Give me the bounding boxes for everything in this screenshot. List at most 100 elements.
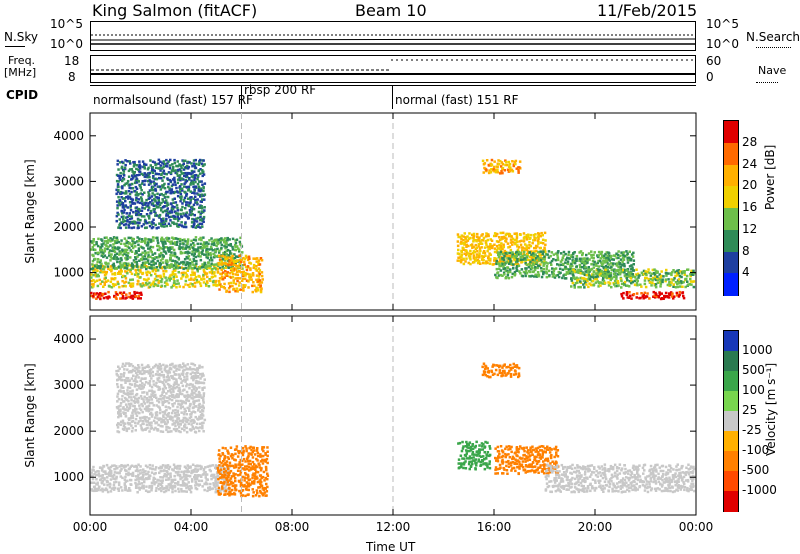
data-cell <box>125 293 128 296</box>
data-cell <box>157 248 161 252</box>
data-cell <box>162 390 165 394</box>
data-cell <box>225 463 228 467</box>
data-cell <box>501 163 505 166</box>
data-cell <box>194 236 198 239</box>
data-cell <box>92 264 95 267</box>
data-cell <box>673 277 676 280</box>
data-cell <box>628 272 631 275</box>
data-cell <box>464 260 467 263</box>
data-cell <box>101 481 104 485</box>
data-cell <box>200 251 204 254</box>
data-cell <box>227 282 231 285</box>
data-cell <box>101 490 105 493</box>
data-cell <box>160 220 163 223</box>
data-cell <box>221 446 225 450</box>
data-cell <box>159 251 163 255</box>
data-cell <box>203 182 207 185</box>
data-cell <box>127 407 130 411</box>
data-cell <box>135 392 139 396</box>
data-cell <box>480 242 484 245</box>
data-cell <box>214 268 218 271</box>
data-cell <box>539 263 542 266</box>
data-cell <box>186 238 190 241</box>
data-cell <box>175 204 179 207</box>
data-cell <box>124 190 128 193</box>
data-cell <box>495 248 499 252</box>
data-cell <box>176 217 179 220</box>
data-cell <box>126 479 129 483</box>
data-cell <box>242 457 246 461</box>
data-cell <box>184 225 188 229</box>
data-cell <box>226 483 229 486</box>
data-cell <box>104 276 107 280</box>
data-cell <box>130 363 133 366</box>
data-cell <box>620 292 623 296</box>
data-cell <box>537 242 540 245</box>
data-cell <box>131 177 134 181</box>
data-cell <box>162 401 165 404</box>
data-cell <box>95 275 99 278</box>
data-cell <box>479 262 482 265</box>
data-cell <box>126 181 129 185</box>
data-cell <box>135 251 138 255</box>
data-cell <box>192 223 196 227</box>
data-cell <box>191 165 194 168</box>
data-cell <box>96 483 99 486</box>
data-cell <box>179 365 182 369</box>
data-cell <box>174 171 177 175</box>
data-cell <box>186 393 190 397</box>
data-cell <box>154 466 158 469</box>
data-cell <box>515 238 518 242</box>
data-cell <box>159 367 163 370</box>
data-cell <box>242 289 245 292</box>
data-cell <box>651 276 655 280</box>
data-cell <box>196 192 199 195</box>
data-cell <box>540 269 543 273</box>
data-cell <box>114 246 117 250</box>
data-cell <box>469 262 472 266</box>
data-cell <box>129 204 132 207</box>
cpid-label: CPID <box>6 88 39 102</box>
data-cell <box>228 290 231 294</box>
data-cell <box>592 263 596 266</box>
data-cell <box>537 259 541 262</box>
data-cell <box>182 419 185 422</box>
data-cell <box>144 464 148 467</box>
data-cell <box>652 295 655 298</box>
data-cell <box>146 391 149 395</box>
data-cell <box>163 182 166 186</box>
data-cell <box>230 453 234 456</box>
data-cell <box>590 250 593 253</box>
data-cell <box>158 253 161 256</box>
data-cell <box>150 489 153 492</box>
data-cell <box>127 214 131 218</box>
data-cell <box>180 372 184 376</box>
data-cell <box>166 379 169 382</box>
data-cell <box>630 279 633 283</box>
data-cell <box>689 274 692 278</box>
data-cell <box>533 246 536 250</box>
data-cell <box>234 268 238 271</box>
data-cell <box>134 397 137 400</box>
data-cell <box>460 255 463 258</box>
data-cell <box>154 204 158 207</box>
data-cell <box>147 409 151 413</box>
data-cell <box>235 245 239 248</box>
data-cell <box>149 255 152 259</box>
data-cell <box>681 291 685 294</box>
data-cell <box>498 252 502 255</box>
data-cell <box>145 409 148 412</box>
data-cell <box>211 249 214 252</box>
data-cell <box>237 451 241 455</box>
data-cell <box>143 383 146 386</box>
data-cell <box>135 167 138 171</box>
data-cell <box>177 395 180 399</box>
data-cell <box>196 371 200 374</box>
data-cell <box>466 239 470 242</box>
data-cell <box>189 277 193 280</box>
data-cell <box>140 293 143 296</box>
data-cell <box>137 473 140 477</box>
data-cell <box>214 464 218 467</box>
data-cell <box>90 248 93 251</box>
data-cell <box>133 220 137 224</box>
